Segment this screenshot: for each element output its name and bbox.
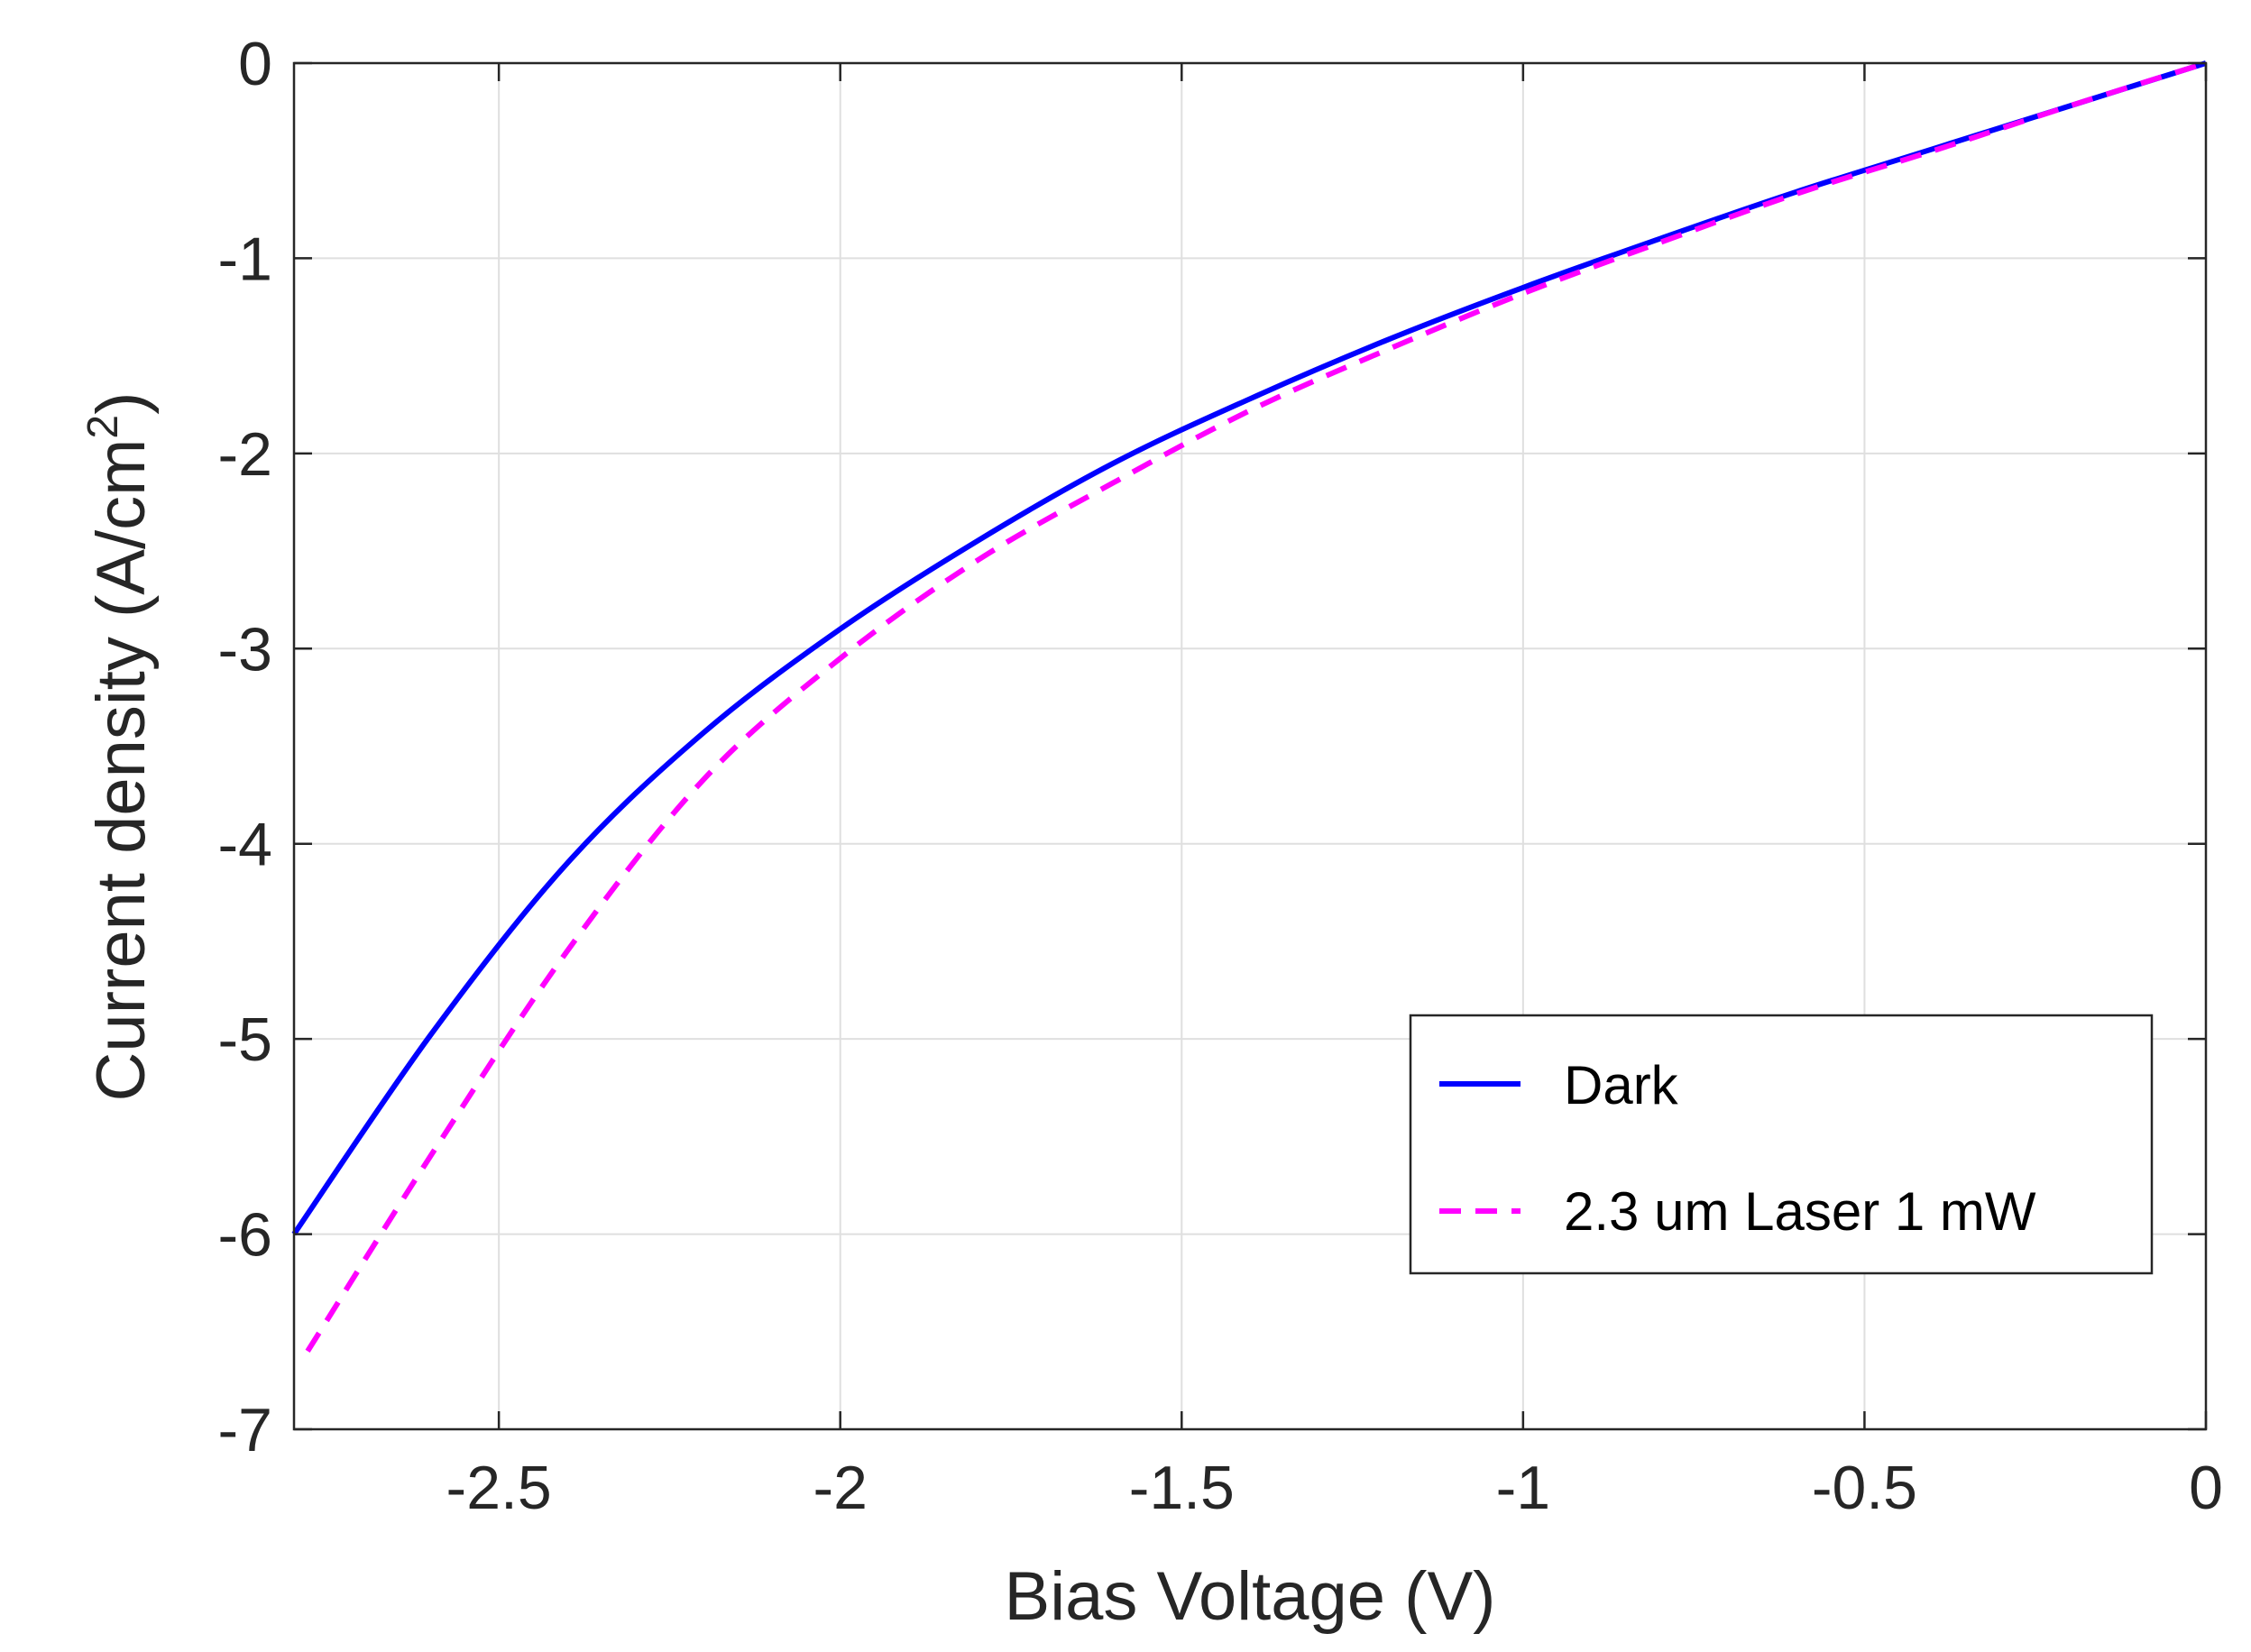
y-tick-label: -2 xyxy=(218,420,272,489)
ticks xyxy=(294,61,2208,1431)
tick-labels: -2.5 -2 -1.5 -1 -0.5 0 0 -1 -2 -3 -4 -5 -6 -7 xyxy=(218,30,2223,1522)
x-tick-label: 0 xyxy=(2189,1454,2223,1522)
axes-frame xyxy=(292,61,2208,1431)
y-tick-label: -5 xyxy=(218,1005,272,1074)
series-line-laser xyxy=(305,60,2207,1354)
x-tick-label: -1 xyxy=(1496,1454,1550,1522)
x-axis-label: Bias Voltage (V) xyxy=(1005,1558,1496,1635)
x-tick-label: -2 xyxy=(813,1454,867,1522)
plot-series xyxy=(291,60,2207,1354)
y-tick-label: -3 xyxy=(218,615,272,684)
legend-label-laser: 2.3 um Laser 1 mW xyxy=(1564,1181,2036,1242)
y-tick-label: -6 xyxy=(218,1201,272,1270)
legend-box xyxy=(1409,1014,2154,1275)
y-tick-label: -7 xyxy=(218,1396,272,1464)
y-axis-label-superscript: 2 xyxy=(79,415,127,439)
y-tick-label: -4 xyxy=(218,811,272,879)
x-tick-label: -2.5 xyxy=(446,1454,552,1522)
x-tick-label: -0.5 xyxy=(1812,1454,1917,1522)
y-axis-label-main: Current density (A/cm xyxy=(83,439,160,1102)
legend: Dark 2.3 um Laser 1 mW xyxy=(1409,1014,2154,1275)
y-tick-label: 0 xyxy=(238,30,272,98)
x-tick-label: -1.5 xyxy=(1129,1454,1235,1522)
legend-label-dark: Dark xyxy=(1564,1055,1679,1115)
y-axis-label-close: ) xyxy=(83,392,160,415)
y-axis-label: Current density (A/cm2) xyxy=(79,392,160,1102)
y-tick-label: -1 xyxy=(218,225,272,293)
